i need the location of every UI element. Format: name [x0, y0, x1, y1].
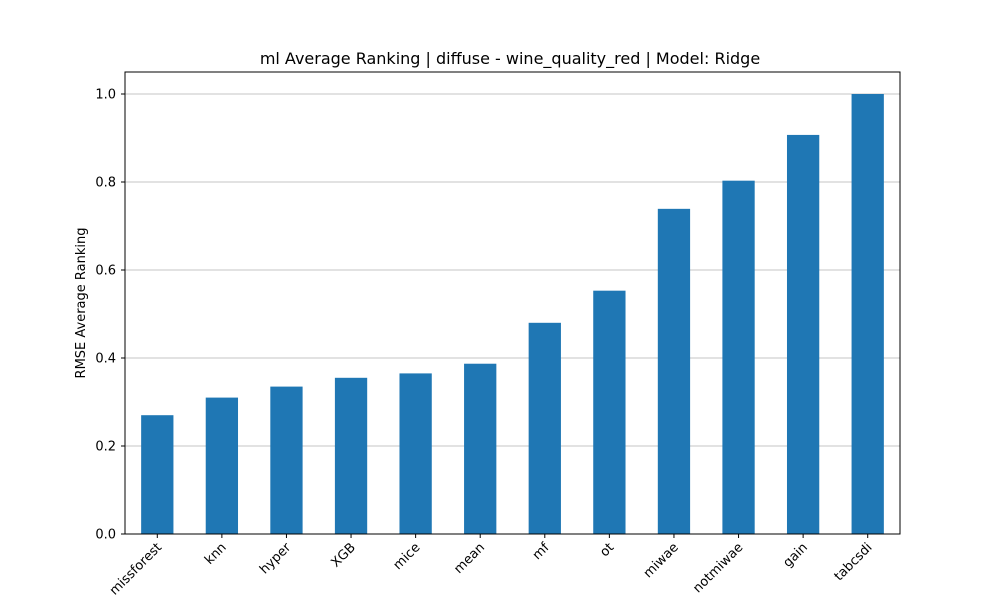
bar-notmiwae [722, 180, 755, 534]
x-tick-label: knn [202, 540, 230, 568]
bar-mice [399, 373, 432, 534]
x-tick-label: ot [597, 540, 617, 560]
y-tick-label: 0.8 [95, 176, 116, 191]
chart-title: ml Average Ranking | diffuse - wine_qual… [260, 49, 760, 69]
bar-miwae [657, 208, 691, 534]
y-tick-label: 0.4 [95, 352, 116, 367]
bar-knn [205, 397, 239, 534]
bar-tabcsdi [851, 94, 884, 534]
y-tick-label: 1.0 [95, 88, 116, 103]
x-tick-label: mean [451, 540, 488, 577]
x-tick-label: gain [780, 540, 810, 570]
x-axis-ticks: missforest knn hyper XGB mice mean mf ot miwae no… [107, 534, 876, 598]
gridlines [125, 93, 900, 535]
y-tick-label: 0.2 [95, 440, 116, 455]
bar-XGB [334, 377, 368, 534]
x-tick-label: notmiwae [690, 540, 746, 596]
bar-mf [528, 322, 561, 534]
y-tick-label: 0.6 [95, 264, 116, 279]
bar-missforest [141, 415, 174, 534]
x-tick-label: mf [530, 540, 553, 563]
y-axis-label: RMSE Average Ranking [74, 228, 89, 379]
x-tick-label: tabcsdi [832, 540, 876, 584]
plot-frame [124, 71, 901, 535]
bar-ot [593, 290, 626, 534]
x-tick-label: missforest [107, 540, 165, 598]
x-tick-label: hyper [257, 540, 295, 578]
bar-hyper [270, 386, 303, 534]
y-axis-ticks: 0.0 0.2 0.4 0.6 0.8 1.0 [95, 88, 125, 543]
y-tick-label: 0.0 [95, 528, 116, 543]
x-tick-label: miwae [641, 540, 682, 581]
bar-mean [464, 363, 497, 534]
bars [141, 94, 884, 535]
x-tick-label: mice [391, 540, 424, 573]
x-tick-label: XGB [329, 540, 359, 570]
bar-gain [786, 134, 820, 535]
